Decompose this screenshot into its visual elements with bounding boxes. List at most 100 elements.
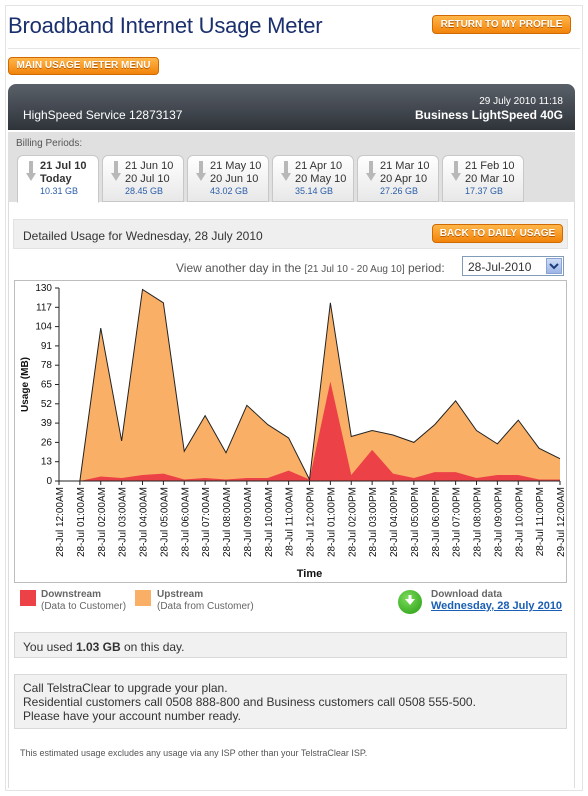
x-tick-label: 28-Jul 02:00PM (347, 487, 358, 557)
period-start: 21 Apr 10 (295, 160, 343, 172)
period-end: 20 Jun 10 (210, 173, 259, 185)
downstream-legend-detail: (Data to Customer) (41, 601, 127, 612)
y-tick-label: 52 (41, 399, 53, 410)
page-title: Broadband Internet Usage Meter (8, 13, 323, 38)
arrow-down-icon (26, 161, 36, 181)
period-start: 21 May 10 (210, 160, 262, 172)
billing-period-tab[interactable]: 21 Jun 10 20 Jul 10 28.45 GB (102, 155, 184, 202)
usage-prefix: You used (23, 640, 73, 654)
y-tick-label: 13 (41, 457, 53, 468)
x-tick-label: 28-Jul 12:00PM (306, 487, 317, 557)
service-datetime: 29 July 2010 11:18 (479, 96, 563, 107)
y-tick-label: 26 (41, 437, 53, 448)
period-start: 21 Jul 10 (40, 160, 87, 172)
arrow-down-icon (451, 161, 461, 181)
y-axis-title: Usage (MB) (20, 357, 31, 412)
x-tick-label: 28-Jul 04:00AM (139, 487, 150, 557)
period-start: 21 Feb 10 (465, 160, 515, 172)
footnote: This estimated usage excludes any usage … (20, 748, 368, 758)
return-to-profile-button[interactable]: RETURN TO MY PROFILE (432, 15, 571, 34)
x-tick-label: 28-Jul 06:00AM (180, 487, 191, 557)
period-end: 20 Jul 10 (125, 173, 170, 185)
upgrade-line-1: Call TelstraClear to upgrade your plan. (23, 681, 228, 695)
upgrade-line-3: Please have your account number ready. (23, 709, 241, 723)
usage-chart-svg: 0 13 26 39 52 65 78 91 104 117 130 28-Jul 12:00AM 28… (20, 283, 567, 580)
service-name: HighSpeed Service 12873137 (23, 108, 183, 122)
view-prefix: View another day in the (176, 261, 302, 275)
chevron-down-icon[interactable] (546, 258, 562, 274)
billing-period-tab[interactable]: 21 May 10 20 Jun 10 43.02 GB (187, 155, 269, 202)
day-select-value: 28-Jul-2010 (468, 260, 532, 274)
x-tick-label: 29-Jul 12:00AM (556, 487, 567, 557)
x-tick-label: 28-Jul 12:00AM (55, 487, 66, 557)
arrow-down-icon (196, 161, 206, 181)
upstream-legend-title: Upstream (157, 589, 204, 600)
y-tick-label: 91 (41, 341, 53, 352)
main-menu-button[interactable]: MAIN USAGE METER MENU (8, 57, 159, 75)
x-tick-label: 28-Jul 06:00PM (431, 487, 442, 557)
x-tick-label: 28-Jul 01:00AM (76, 487, 87, 557)
billing-period-tab[interactable]: 21 Mar 10 20 Apr 10 27.26 GB (357, 155, 439, 202)
billing-periods: Billing Periods: 21 Jul 10 Today 10.31 GB 2… (8, 132, 575, 203)
usage-chart: 0 13 26 39 52 65 78 91 104 117 130 28-Jul 12:00AM 28… (14, 280, 567, 583)
back-to-daily-usage-button[interactable]: BACK TO DAILY USAGE (432, 224, 563, 243)
period-start: 21 Jun 10 (125, 160, 174, 172)
x-tick-label: 28-Jul 02:00AM (97, 487, 108, 557)
x-tick-label: 28-Jul 01:00PM (326, 487, 337, 557)
period-usage: 10.31 GB (40, 186, 79, 196)
upstream-legend-detail: (Data from Customer) (157, 601, 254, 612)
x-tick-label: 28-Jul 11:00AM (285, 487, 296, 556)
x-tick-label: 28-Jul 09:00AM (243, 487, 254, 557)
period-end: 20 May 10 (295, 173, 347, 185)
x-axis-title: Time (297, 568, 322, 580)
period-start: 21 Mar 10 (380, 160, 430, 172)
divider (8, 48, 580, 49)
downstream-legend-swatch (20, 590, 36, 606)
page-frame (5, 5, 583, 791)
billing-period-tab[interactable]: 21 Jul 10 Today 10.31 GB (17, 155, 99, 203)
daily-usage-summary: You used 1.03 GB on this day. (14, 632, 567, 658)
y-tick-label: 104 (35, 322, 52, 333)
billing-period-tab[interactable]: 21 Apr 10 20 May 10 35.14 GB (272, 155, 354, 202)
upstream-area (59, 289, 560, 481)
download-icon[interactable] (398, 590, 422, 614)
period-usage: 28.45 GB (125, 186, 164, 196)
x-tick-label: 28-Jul 03:00AM (118, 487, 129, 557)
service-plan: Business LightSpeed 40G (414, 108, 563, 122)
period-end: Today (40, 173, 72, 185)
detail-heading: Detailed Usage for Wednesday, 28 July 20… (23, 229, 263, 243)
usage-amount: 1.03 GB (75, 640, 121, 654)
view-suffix: period: (407, 261, 445, 275)
usage-suffix: on this day. (124, 640, 185, 654)
period-end: 20 Mar 10 (465, 173, 515, 185)
period-usage: 27.26 GB (380, 186, 419, 196)
content-panel (8, 201, 575, 788)
x-tick-label: 28-Jul 07:00PM (452, 487, 463, 557)
downstream-legend-title: Downstream (41, 589, 102, 600)
y-tick-label: 130 (35, 283, 52, 294)
upgrade-line-2: Residential customers call 0508 888-800 … (23, 695, 476, 709)
period-end: 20 Apr 10 (380, 173, 428, 185)
upgrade-info: Call TelstraClear to upgrade your plan. … (14, 674, 567, 729)
x-tick-label: 28-Jul 10:00AM (264, 487, 275, 557)
period-usage: 35.14 GB (295, 186, 334, 196)
billing-period-tab[interactable]: 21 Feb 10 20 Mar 10 17.37 GB (442, 155, 524, 202)
y-tick-label: 65 (41, 380, 53, 391)
x-tick-label: 28-Jul 08:00PM (473, 487, 484, 557)
x-tick-label: 28-Jul 08:00AM (222, 487, 233, 557)
x-tick-label: 28-Jul 05:00AM (159, 487, 170, 557)
x-tick-label: 28-Jul 10:00PM (514, 487, 525, 557)
service-header: HighSpeed Service 12873137 29 July 2010 … (8, 84, 575, 130)
period-usage: 17.37 GB (465, 186, 504, 196)
download-data-link[interactable]: Wednesday, 28 July 2010 (431, 600, 563, 612)
y-tick-label: 117 (36, 302, 52, 313)
view-range: [21 Jul 10 - 20 Aug 10] (304, 264, 405, 275)
arrow-down-icon (366, 161, 376, 181)
y-tick-label: 78 (41, 360, 53, 371)
billing-periods-label: Billing Periods: (16, 138, 83, 149)
day-picker-label: View another day in the [21 Jul 10 - 20 … (176, 261, 445, 275)
arrow-down-icon (111, 161, 121, 181)
day-select[interactable]: 28-Jul-2010 (462, 256, 564, 276)
arrow-down-icon (281, 161, 291, 181)
upstream-legend-swatch (135, 590, 151, 606)
